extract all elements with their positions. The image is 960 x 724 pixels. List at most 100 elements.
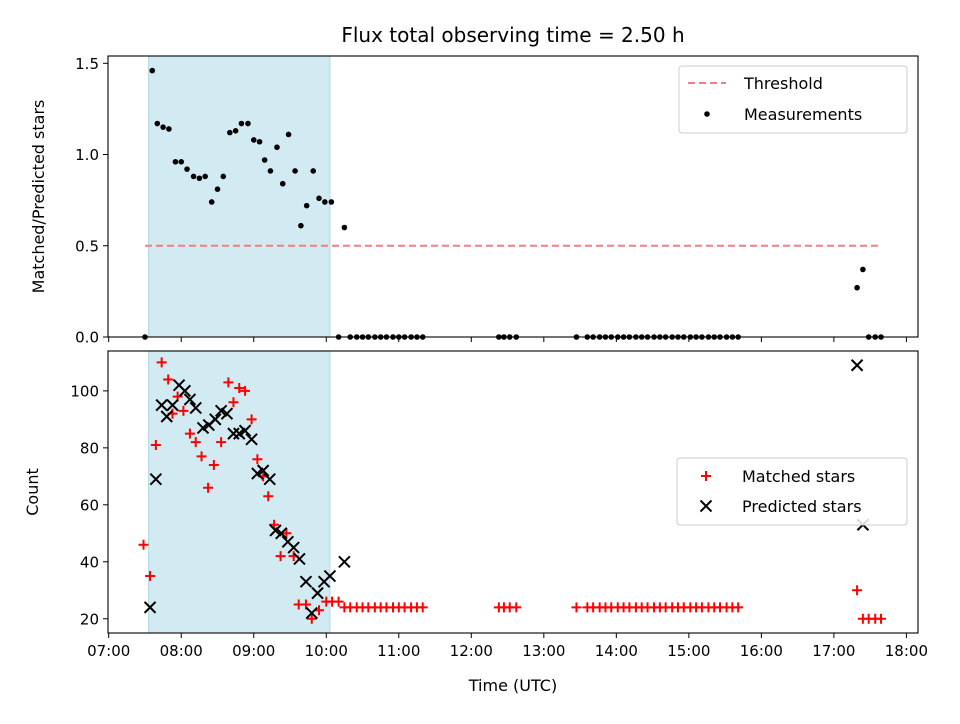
legend-threshold-label: Threshold — [743, 74, 823, 93]
matched-star-point — [281, 528, 292, 539]
predicted-star-point — [166, 398, 179, 412]
measurement-point — [250, 137, 257, 143]
matched-star-point — [190, 437, 201, 448]
predicted-star-point — [143, 601, 157, 614]
measurement-point — [202, 173, 208, 180]
measurement-point — [860, 266, 866, 273]
x-tick-label: 08:00 — [160, 642, 203, 660]
flux-ratio-panel: 0.0 0.5 1.0 1.5 Matched/Predicted stars Flux … — [29, 23, 919, 347]
y-axis-label: Count — [23, 468, 42, 516]
matched-star-point — [203, 482, 214, 493]
matched-star-point — [145, 571, 156, 582]
measurement-point — [154, 120, 161, 127]
predicted-star-point — [263, 472, 276, 486]
x-tick-label: 15:00 — [667, 642, 710, 660]
observing-window-shade — [148, 55, 331, 338]
measurement-point — [178, 159, 185, 165]
matched-star-point — [300, 599, 311, 610]
predicted-star-point — [305, 606, 318, 620]
matched-star-point — [223, 377, 234, 388]
measurement-point — [292, 168, 298, 174]
legend-matched-label: Matched stars — [742, 467, 855, 486]
matched-star-point — [163, 374, 174, 385]
measurement-point — [214, 186, 221, 193]
legend-matched-swatch — [701, 471, 711, 481]
predicted-star-point — [338, 555, 351, 568]
star-count-panel: 20 40 60 80 100 07:00 08:00 09:00 10:00 11:00 12:0… — [23, 350, 928, 695]
matched-star-point — [852, 585, 863, 596]
predicted-star-point — [189, 401, 202, 415]
matched-star-point — [252, 454, 263, 465]
y-tick-label: 20 — [80, 610, 99, 628]
measurement-point — [316, 195, 322, 202]
y-tick-label: 100 — [70, 382, 99, 400]
predicted-star-point — [299, 575, 313, 588]
matched-star-point — [184, 428, 195, 439]
matched-star-point — [216, 437, 227, 448]
x-tick-label: 18:00 — [885, 642, 928, 660]
measurement-point — [196, 175, 203, 182]
measurement-point — [298, 222, 304, 229]
measurement-point — [208, 199, 215, 205]
legend-measurement-label: Measurements — [744, 105, 862, 124]
predicted-star-point — [227, 427, 240, 440]
matched-star-point — [333, 596, 344, 607]
y-tick-label: 1.5 — [75, 55, 99, 73]
x-tick-label: 07:00 — [87, 642, 130, 660]
measurement-point — [172, 159, 179, 165]
matched-star-point — [150, 440, 161, 450]
predicted-star-point — [287, 541, 300, 554]
x-tick-label: 16:00 — [740, 642, 783, 660]
y-tick-label: 40 — [80, 553, 99, 571]
y-tick-label: 80 — [80, 439, 99, 457]
predicted-star-point — [178, 384, 192, 398]
predicted-star-point — [149, 472, 163, 486]
x-tick-label: 17:00 — [812, 642, 855, 660]
measurement-point — [190, 173, 197, 180]
x-tick-label: 10:00 — [305, 642, 348, 660]
x-tick-label: 13:00 — [522, 642, 565, 660]
legend-predicted-label: Predicted stars — [742, 497, 862, 516]
predicted-star-point — [160, 410, 173, 423]
matched-star-point — [138, 539, 149, 550]
matched-star-point — [196, 451, 207, 462]
matched-star-point — [228, 397, 239, 408]
measurement-point — [184, 166, 190, 172]
measurement-point — [854, 284, 860, 291]
x-tick-label: 09:00 — [232, 642, 275, 660]
x-axis-label: Time (UTC) — [468, 676, 557, 695]
measurement-point — [279, 180, 286, 187]
matched-star-point — [246, 414, 257, 425]
matched-star-point — [156, 357, 167, 368]
measurement-point — [227, 129, 233, 136]
matched-star-point — [876, 613, 887, 624]
measurement-point — [261, 157, 268, 163]
y-tick-label: 0.0 — [75, 329, 99, 347]
predicted-star-point — [323, 569, 337, 583]
predicted-star-point — [209, 413, 222, 426]
predicted-star-point — [245, 433, 258, 446]
matched-star-point — [733, 602, 744, 613]
matched-star-point — [306, 613, 317, 624]
measurement-point — [166, 126, 172, 132]
x-tick-label: 11:00 — [377, 642, 420, 660]
matched-star-point — [511, 602, 522, 613]
measurement-point — [322, 199, 328, 205]
measurement-point — [328, 199, 335, 205]
matched-star-point — [417, 602, 428, 613]
matched-star-point — [571, 602, 582, 613]
predicted-star-point — [293, 552, 306, 566]
measurement-point — [303, 202, 310, 209]
matched-star-point — [178, 405, 189, 416]
x-tick-label: 12:00 — [450, 642, 493, 660]
measurement-point — [238, 120, 245, 127]
predicted-star-point — [850, 359, 864, 372]
measurement-point — [160, 124, 166, 130]
legend-box — [676, 457, 908, 526]
measurement-point — [220, 173, 227, 180]
predicted-star-point — [256, 464, 270, 477]
measurement-point — [149, 67, 156, 74]
predicted-star-point — [238, 424, 252, 437]
legend-measurement-swatch — [704, 111, 710, 117]
